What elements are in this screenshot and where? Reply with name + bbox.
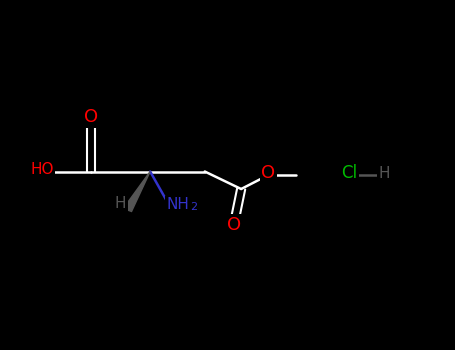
Text: O: O — [261, 164, 276, 182]
Text: NH: NH — [166, 197, 189, 212]
Text: HO: HO — [30, 162, 54, 177]
Text: 2: 2 — [190, 202, 197, 212]
Text: O: O — [227, 216, 242, 234]
Text: H: H — [379, 166, 390, 181]
Text: O: O — [84, 108, 98, 126]
Text: Cl: Cl — [341, 164, 358, 182]
Text: H: H — [115, 196, 126, 210]
Polygon shape — [123, 172, 150, 211]
